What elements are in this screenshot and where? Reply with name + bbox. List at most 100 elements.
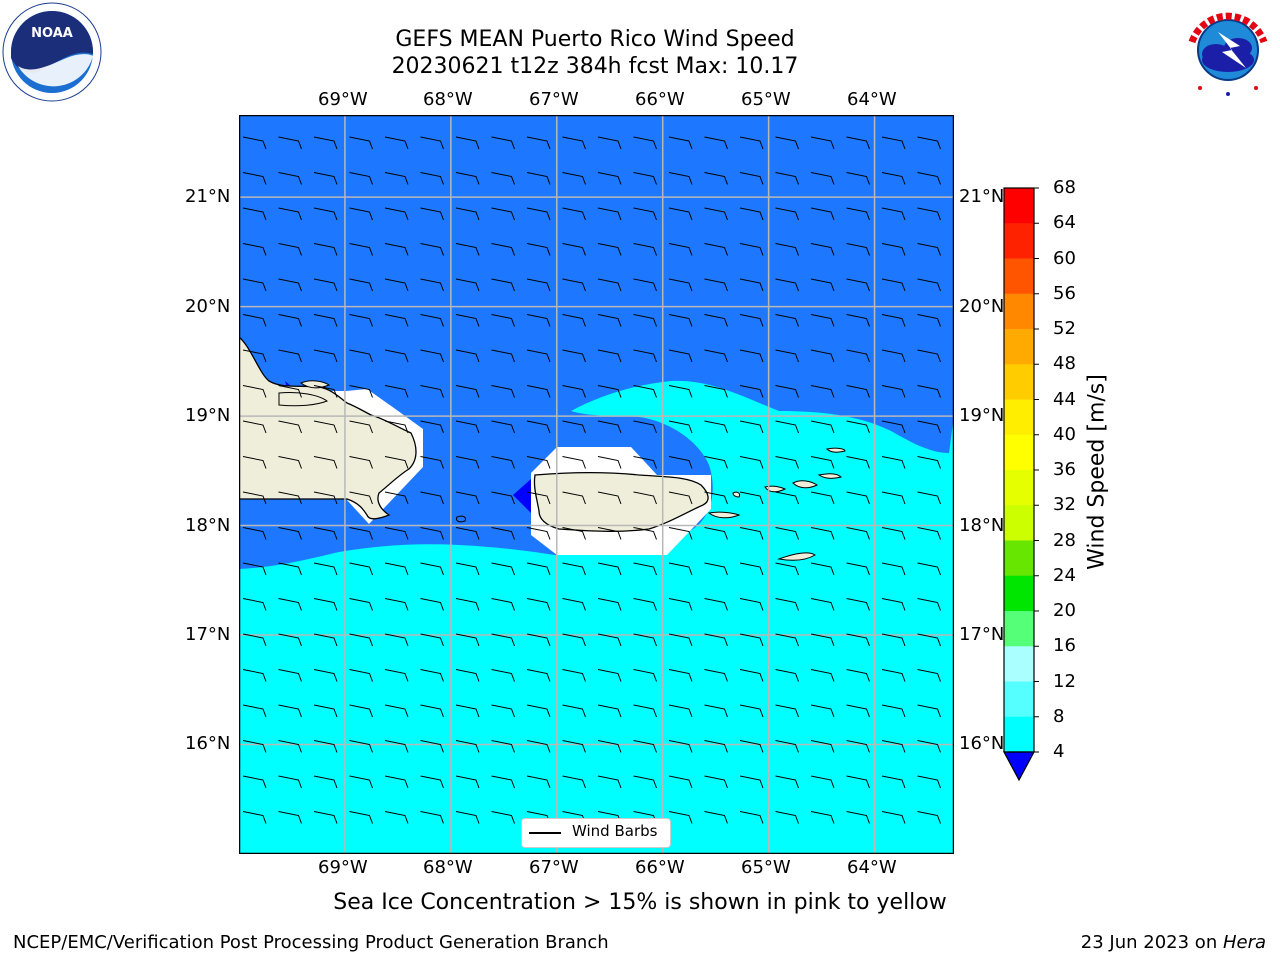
wind-barb bbox=[349, 385, 373, 398]
wind-barb bbox=[562, 740, 586, 753]
colorbar-tick-label: 56 bbox=[1053, 282, 1076, 304]
land-puerto-rico bbox=[533, 472, 709, 532]
wind-barb bbox=[917, 349, 941, 363]
wind-barb bbox=[739, 704, 764, 718]
wind-barb bbox=[775, 633, 799, 647]
wind-barb bbox=[739, 527, 764, 540]
wind-barb bbox=[668, 314, 693, 327]
wind-barb bbox=[526, 562, 551, 576]
wind-barb bbox=[242, 491, 267, 505]
wind-barb bbox=[739, 314, 764, 327]
colorbar-bin bbox=[1004, 434, 1034, 471]
wind-barb bbox=[917, 243, 941, 256]
wind-barb bbox=[313, 456, 338, 469]
wind-barb bbox=[739, 669, 764, 682]
wind-barb bbox=[846, 136, 870, 150]
wind-barb bbox=[846, 811, 870, 824]
wind-barb bbox=[420, 775, 444, 789]
lat-label-left: 17°N bbox=[185, 624, 231, 645]
wind-barb bbox=[775, 349, 799, 363]
wind-barb bbox=[668, 811, 693, 824]
wind-barb bbox=[242, 172, 267, 185]
wind-barb bbox=[349, 136, 373, 150]
wind-barb bbox=[775, 491, 799, 505]
wind-barb bbox=[846, 527, 870, 540]
wind-barb bbox=[739, 811, 764, 824]
wind-barb bbox=[526, 172, 551, 185]
colorbar-tick-label: 20 bbox=[1053, 600, 1076, 621]
wind-barb bbox=[420, 136, 444, 150]
wind-barb bbox=[810, 669, 835, 682]
wind-barb bbox=[491, 633, 515, 647]
wind-barb bbox=[278, 775, 302, 789]
wind-barb bbox=[349, 811, 373, 824]
wind-barb bbox=[384, 456, 409, 469]
colorbar-tick-label: 52 bbox=[1053, 318, 1076, 339]
wind-barb bbox=[881, 562, 906, 576]
wind-barb bbox=[562, 704, 586, 718]
colorbar-bin bbox=[1004, 258, 1034, 295]
wind-barb bbox=[278, 172, 302, 185]
wind-barb bbox=[491, 278, 515, 292]
wind-barb bbox=[668, 527, 693, 540]
lat-label-right: 17°N bbox=[959, 624, 1005, 645]
wind-barb bbox=[846, 562, 870, 576]
wind-barb bbox=[491, 314, 515, 327]
wind-barb bbox=[278, 385, 302, 398]
wind-barb bbox=[917, 704, 941, 718]
wind-barb bbox=[846, 669, 870, 682]
wind-barb bbox=[846, 491, 870, 505]
wind-barb bbox=[384, 314, 409, 327]
colorbar-canvas bbox=[1002, 187, 1039, 782]
wind-barb bbox=[526, 491, 551, 505]
lon-label-bottom: 67°W bbox=[529, 857, 579, 878]
wind-barb bbox=[455, 704, 480, 718]
wind-barb bbox=[846, 740, 870, 753]
wind-barb bbox=[349, 172, 373, 185]
map-legend: Wind Barbs bbox=[521, 818, 671, 848]
wind-barb bbox=[278, 349, 302, 363]
wind-barb bbox=[810, 740, 835, 753]
wind-barb bbox=[881, 598, 906, 611]
wind-barb bbox=[420, 633, 444, 647]
wind-barb bbox=[810, 633, 835, 647]
colorbar-tick-label: 64 bbox=[1053, 212, 1076, 234]
wind-barb bbox=[562, 456, 586, 469]
wind-barb bbox=[739, 420, 764, 434]
wind-barb bbox=[917, 740, 941, 753]
wind-barb bbox=[384, 704, 409, 718]
wind-barb bbox=[597, 136, 622, 150]
wind-barb bbox=[810, 385, 835, 398]
land-virgin-islands bbox=[817, 473, 842, 479]
wind-barb bbox=[562, 207, 586, 221]
wind-barb bbox=[455, 562, 480, 576]
wind-barb bbox=[775, 314, 799, 327]
sea-ice-note: Sea Ice Concentration > 15% is shown in … bbox=[333, 890, 947, 915]
colorbar-tick-label: 32 bbox=[1053, 494, 1076, 516]
wind-barb bbox=[349, 598, 373, 611]
lon-label-bottom: 69°W bbox=[318, 857, 368, 878]
wind-barb bbox=[242, 598, 267, 611]
wind-barb bbox=[917, 811, 941, 824]
wind-barb bbox=[917, 172, 941, 185]
wind-barb bbox=[846, 704, 870, 718]
wind-barb bbox=[668, 456, 693, 469]
wind-barb bbox=[739, 136, 764, 150]
colorbar-tick-label: 8 bbox=[1053, 705, 1065, 727]
wind-barbs bbox=[242, 136, 941, 824]
wind-barb bbox=[278, 278, 302, 292]
nws-logo bbox=[1178, 2, 1278, 98]
wind-barb bbox=[917, 456, 941, 469]
wind-barb bbox=[313, 669, 338, 682]
wind-barb bbox=[384, 775, 409, 789]
map-frame bbox=[238, 114, 955, 855]
wind-barb bbox=[420, 278, 444, 292]
wind-barb bbox=[420, 740, 444, 753]
wind-barb bbox=[420, 385, 444, 398]
wind-barb bbox=[349, 527, 373, 540]
wind-barb bbox=[810, 562, 835, 576]
wind-barb bbox=[668, 349, 693, 363]
wind-barb bbox=[313, 172, 338, 185]
wind-barb bbox=[313, 385, 338, 398]
wind-barb bbox=[526, 598, 551, 611]
